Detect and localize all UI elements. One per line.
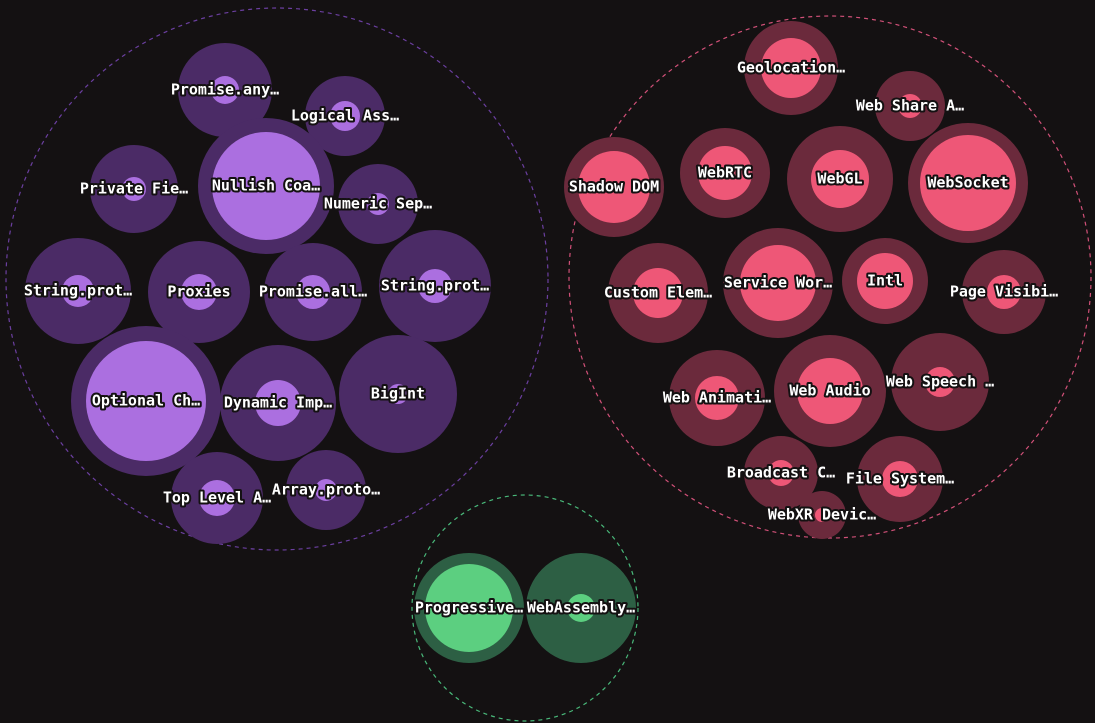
bubble-label: Optional Ch… — [92, 392, 200, 410]
bubble-label: Private Fie… — [80, 180, 188, 198]
bubble-label: Promise.any… — [171, 81, 279, 99]
bubble-label: Intl — [867, 272, 903, 290]
bubble-label: Web Speech … — [886, 373, 994, 391]
bubble-label: Proxies — [167, 283, 230, 301]
bubble-label: Nullish Coa… — [212, 177, 320, 195]
bubble-label: Geolocation… — [737, 59, 845, 77]
bubble-label: Web Share A… — [856, 97, 964, 115]
bubble-label: Array.proto… — [272, 481, 380, 499]
bubble-label: String.prot… — [381, 277, 489, 295]
bubble-label: Service Wor… — [724, 274, 832, 292]
bubble-label: Numeric Sep… — [324, 195, 432, 213]
bubble-label: WebRTC — [698, 164, 752, 182]
bubble-label: WebXR Devic… — [768, 506, 876, 524]
bubble-label: Web Audio — [789, 382, 870, 400]
bubble-label: BigInt — [371, 385, 425, 403]
bubble-label: Logical Ass… — [291, 107, 399, 125]
bubble-label: Shadow DOM — [569, 178, 659, 196]
bubble-label: Web Animati… — [663, 389, 771, 407]
packed-circles-chart: Promise.any… Logical Ass… Private Fie… Null… — [0, 0, 1095, 723]
bubble-label: Progressive… — [415, 599, 523, 617]
bubble-label: File System… — [846, 470, 954, 488]
bubble-label: Dynamic Imp… — [224, 394, 332, 412]
bubble-label: Promise.all… — [259, 283, 367, 301]
bubble-label: WebSocket — [927, 174, 1008, 192]
bubble-label: Top Level A… — [163, 489, 271, 507]
bubble-label: WebGL — [817, 170, 862, 188]
bubble-label: Page Visibi… — [950, 283, 1058, 301]
bubble-label: Broadcast C… — [727, 464, 835, 482]
bubble-label: WebAssembly… — [527, 599, 635, 617]
bubble-label: String.prot… — [24, 282, 132, 300]
bubble-label: Custom Elem… — [604, 284, 712, 302]
